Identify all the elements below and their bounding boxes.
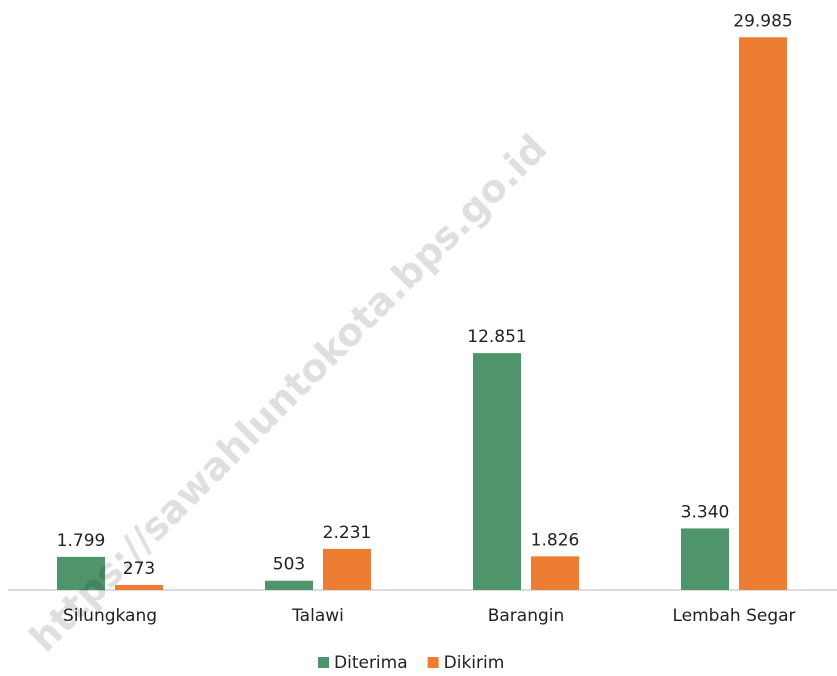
bar [531,556,579,590]
bar [681,528,729,590]
legend-label: Dikirim [444,653,505,673]
x-tick-label: Silungkang [63,606,157,626]
value-label: 1.826 [531,530,580,550]
value-label: 29.985 [733,11,792,31]
bar [323,548,371,590]
value-label: 12.851 [467,327,526,347]
bar [739,37,787,591]
bar [57,556,105,590]
value-label: 273 [123,559,155,579]
value-label: 1.799 [57,531,106,551]
x-tick-label: Talawi [291,606,344,626]
value-label: 503 [273,555,305,575]
x-tick-label: Lembah Segar [672,606,795,626]
bar [265,580,313,590]
legend-swatch [318,657,329,668]
x-tick-label: Barangin [488,606,565,626]
value-label: 2.231 [323,523,372,543]
bar [115,584,163,590]
value-label: 3.340 [681,502,730,522]
legend-label: Diterima [334,653,408,673]
bar [473,353,521,590]
legend-swatch [427,657,439,668]
